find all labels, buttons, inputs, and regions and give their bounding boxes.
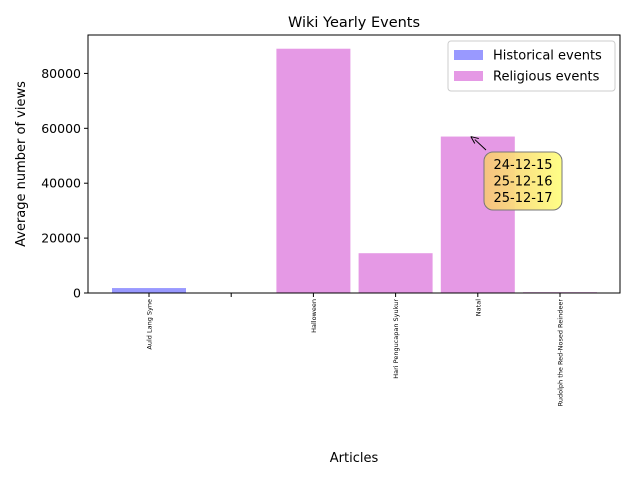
x-tick-label-halloween: Halloween (310, 299, 318, 333)
legend-label-historical-events: Historical events (493, 49, 602, 64)
annotation-box (483, 151, 563, 211)
legend-swatch-religious-events (454, 71, 483, 81)
annotation-arrowhead (470, 136, 479, 144)
legend-swatch-historical-events (454, 50, 483, 60)
y-axis-label: Average number of views (14, 81, 29, 247)
y-axis: 0 20000 40000 60000 80000 (41, 66, 88, 301)
plot-frame (87, 34, 621, 294)
x-axis: Auld Lang Syne Halloween Hari Pengucapan S… (146, 293, 565, 406)
x-tick-label-natal: Natal (474, 299, 482, 316)
bar-hari-pengucapan-syukur (358, 253, 433, 293)
annotation-line: 25-12-17 (493, 191, 552, 206)
annotation-line: 25-12-16 (493, 175, 552, 190)
y-tick-label: 80000 (41, 66, 81, 81)
y-tick-label: 40000 (41, 176, 81, 191)
legend-box (447, 40, 616, 92)
x-tick-label-rudolph-the-red-nosed-reindeer: Rudolph the Red-Nosed Reindeer (557, 299, 565, 407)
y-tick-label: 0 (73, 286, 81, 301)
y-tick-label: 20000 (41, 231, 81, 246)
bar-auld-lang-syne (112, 288, 186, 293)
x-tick-label-auld-lang-syne: Auld Lang Syne (146, 299, 154, 350)
x-axis-label: Articles (330, 451, 379, 466)
legend-label-religious-events: Religious events (493, 70, 600, 85)
legend: Historical events Religious events (447, 40, 616, 92)
annotation-line: 24-12-15 (493, 158, 552, 173)
chart-title: Wiki Yearly Events (288, 15, 420, 31)
x-tick-label-hari-pengucapan-syukur: Hari Pengucapan Syukur (392, 299, 400, 379)
bar-halloween (276, 48, 351, 293)
annotation-arrow (474, 139, 487, 151)
y-tick-label: 60000 (41, 121, 81, 136)
